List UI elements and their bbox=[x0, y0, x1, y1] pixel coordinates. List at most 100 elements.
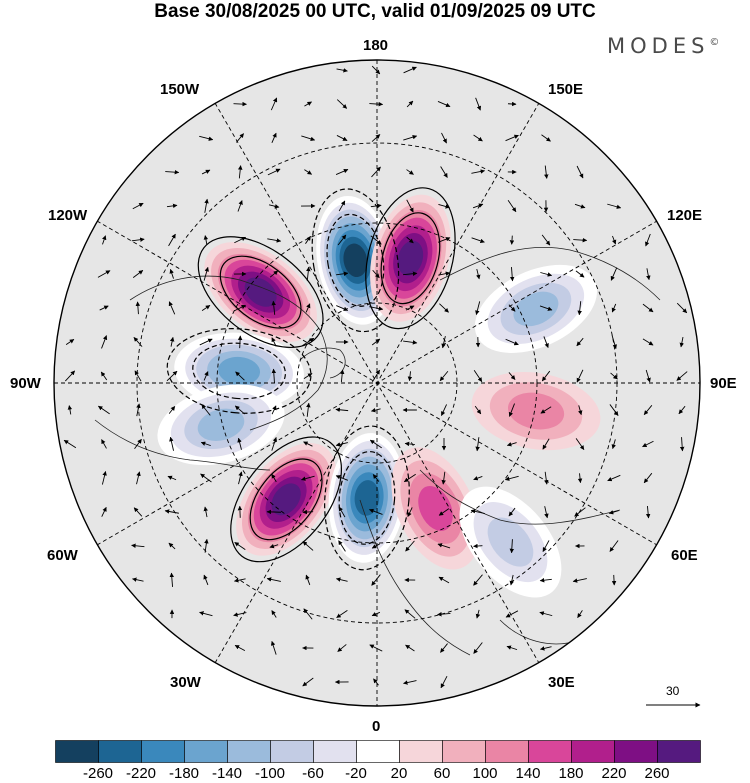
wind-vector bbox=[167, 475, 177, 481]
wind-vector bbox=[234, 236, 247, 244]
anomaly-blob-0 bbox=[343, 243, 368, 278]
wind-vector bbox=[609, 540, 619, 552]
wind-vector bbox=[645, 369, 651, 383]
wind-vector bbox=[237, 200, 243, 212]
wind-vector bbox=[406, 100, 414, 108]
colorbar-tick-label: 140 bbox=[515, 765, 541, 782]
colorbar-box bbox=[356, 740, 400, 763]
lon-label-120w: 120W bbox=[48, 207, 88, 224]
wind-vector bbox=[575, 438, 585, 451]
colorbar-box bbox=[399, 740, 443, 763]
wind-vector bbox=[203, 371, 209, 381]
wind-vector bbox=[576, 337, 584, 347]
wind-vector bbox=[131, 237, 145, 242]
brand-text: MODES bbox=[607, 34, 710, 58]
wind-vector bbox=[542, 540, 550, 552]
wind-vector bbox=[438, 271, 451, 276]
wind-vector bbox=[405, 644, 415, 652]
wind-vector bbox=[371, 369, 381, 383]
wind-vector bbox=[203, 266, 209, 281]
wind-vector bbox=[169, 436, 174, 451]
wind-vector bbox=[200, 441, 211, 447]
wind-vector bbox=[475, 609, 481, 619]
wind-vector bbox=[577, 301, 582, 316]
wind-vector bbox=[407, 371, 413, 382]
wind-vector bbox=[237, 165, 243, 179]
wind-vector bbox=[473, 475, 483, 481]
wind-vector bbox=[304, 169, 313, 175]
wind-vector bbox=[440, 675, 448, 689]
map-title: Base 30/08/2025 00 UTC, valid 01/09/2025… bbox=[154, 1, 596, 22]
wind-vector bbox=[301, 135, 316, 142]
wind-vector bbox=[573, 237, 588, 243]
wind-vector bbox=[371, 611, 381, 617]
colorbar-box bbox=[227, 740, 271, 763]
brand-registered-mark: © bbox=[709, 37, 720, 48]
wind-vector bbox=[304, 101, 312, 107]
wind-vector bbox=[271, 473, 277, 483]
wind-vector bbox=[440, 643, 448, 653]
wind-vector bbox=[372, 474, 380, 482]
wind-vector bbox=[371, 65, 381, 75]
wind-vector bbox=[371, 166, 381, 178]
wind-vector bbox=[373, 678, 379, 686]
wind-vector bbox=[199, 611, 213, 617]
wind-vector bbox=[441, 471, 446, 485]
wind-vector bbox=[271, 368, 277, 383]
wind-vector bbox=[645, 233, 651, 247]
wind-vector bbox=[406, 199, 414, 213]
wind-vector bbox=[611, 335, 617, 350]
height-contour bbox=[365, 187, 456, 330]
wind-vector bbox=[166, 203, 178, 209]
wind-vector bbox=[369, 439, 382, 449]
wind-vector bbox=[646, 268, 651, 281]
colorbar-tick-label: 60 bbox=[433, 765, 451, 782]
height-contour bbox=[338, 451, 396, 545]
wind-vector bbox=[505, 134, 519, 142]
lon-label-120e: 120E bbox=[667, 207, 703, 224]
wind-vector bbox=[642, 303, 654, 313]
wind-vector bbox=[269, 270, 279, 278]
wind-vector bbox=[204, 198, 209, 213]
wind-vector bbox=[336, 271, 349, 276]
wind-vector bbox=[266, 577, 281, 582]
wind-vector bbox=[372, 269, 380, 279]
wind-vector bbox=[303, 373, 313, 379]
wind-vector bbox=[574, 507, 586, 517]
wind-vector bbox=[305, 574, 311, 586]
wind-vector bbox=[335, 475, 349, 481]
wind-vector bbox=[541, 134, 551, 142]
wind-vector bbox=[611, 439, 616, 450]
lon-label-30e: 30E bbox=[548, 674, 575, 691]
wind-vector bbox=[237, 437, 242, 450]
lon-label-60e: 60E bbox=[671, 547, 698, 564]
wind-vector bbox=[472, 203, 484, 209]
wind-vector bbox=[607, 474, 621, 482]
wind-vector bbox=[338, 200, 346, 212]
wind-vector bbox=[267, 168, 281, 176]
wind-vector bbox=[168, 406, 176, 414]
height-contour bbox=[197, 236, 324, 349]
wind-vector bbox=[438, 204, 450, 209]
wind-vector bbox=[164, 509, 179, 514]
wind-vector bbox=[574, 203, 586, 209]
wind-vector bbox=[134, 438, 142, 450]
anomaly-blob-6 bbox=[354, 480, 380, 516]
wind-vector bbox=[336, 610, 348, 618]
colorbar-box bbox=[55, 740, 99, 763]
colorbar-tick-label: 180 bbox=[558, 765, 584, 782]
wind-vector bbox=[611, 235, 617, 245]
wind-vector bbox=[542, 438, 550, 450]
wind-vector bbox=[437, 237, 451, 243]
wind-vector bbox=[338, 506, 346, 518]
wind-vector bbox=[339, 369, 345, 383]
wind-vector bbox=[371, 543, 381, 549]
wind-vector bbox=[270, 97, 278, 111]
wind-vector bbox=[611, 574, 617, 586]
colorbar-box bbox=[485, 740, 529, 763]
colorbar-box bbox=[657, 740, 701, 763]
wind-vector bbox=[645, 505, 651, 519]
lon-label-150e: 150E bbox=[548, 81, 584, 98]
wind-vector bbox=[371, 338, 381, 346]
wind-vector bbox=[475, 437, 480, 452]
